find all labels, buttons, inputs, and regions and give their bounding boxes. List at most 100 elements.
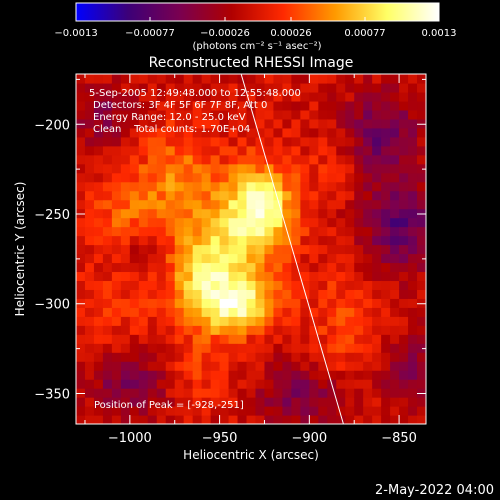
heatmap-cell bbox=[228, 397, 239, 407]
heatmap-cell bbox=[228, 262, 239, 273]
heatmap-cell bbox=[120, 154, 131, 165]
heatmap-cell bbox=[102, 226, 113, 237]
heatmap-cell bbox=[291, 154, 301, 165]
heatmap-cell bbox=[228, 91, 239, 102]
heatmap-cell bbox=[318, 127, 328, 138]
heatmap-cell bbox=[111, 397, 122, 407]
heatmap-cell bbox=[156, 118, 167, 129]
heatmap-cell bbox=[300, 163, 310, 174]
heatmap-cell bbox=[300, 379, 310, 389]
heatmap-cell bbox=[336, 244, 346, 255]
heatmap-cell bbox=[255, 352, 266, 362]
heatmap-cell bbox=[102, 136, 113, 147]
heatmap-cell bbox=[201, 343, 212, 353]
heatmap-cell bbox=[417, 208, 426, 219]
heatmap-cell bbox=[363, 136, 373, 147]
heatmap-cell bbox=[174, 91, 185, 102]
heatmap-cell bbox=[246, 163, 257, 174]
heatmap-cell bbox=[264, 343, 275, 353]
heatmap-cell bbox=[174, 388, 185, 398]
heatmap-cell bbox=[363, 388, 373, 398]
heatmap-cell bbox=[255, 370, 266, 380]
heatmap-cell bbox=[291, 235, 301, 246]
heatmap-cell bbox=[282, 100, 292, 111]
heatmap-cell bbox=[192, 307, 203, 317]
heatmap-cell bbox=[381, 298, 391, 308]
heatmap-cell bbox=[255, 406, 266, 416]
heatmap-cell bbox=[327, 163, 337, 174]
heatmap-cell bbox=[336, 406, 346, 416]
colorbar-tick-label: 0.00026 bbox=[270, 28, 311, 39]
heatmap-cell bbox=[363, 289, 373, 299]
heatmap-cell bbox=[318, 253, 328, 264]
heatmap-cell bbox=[255, 74, 266, 84]
heatmap-cell bbox=[372, 181, 382, 192]
heatmap-cell bbox=[210, 154, 221, 165]
heatmap-cell bbox=[120, 190, 131, 201]
heatmap-cell bbox=[354, 370, 364, 380]
heatmap-cell bbox=[237, 217, 248, 228]
heatmap-cell bbox=[273, 307, 284, 317]
heatmap-cell bbox=[111, 100, 122, 111]
heatmap-cell bbox=[408, 388, 418, 398]
heatmap-cell bbox=[300, 235, 310, 246]
heatmap-cell bbox=[228, 100, 239, 111]
heatmap-cell bbox=[381, 163, 391, 174]
heatmap-cell bbox=[345, 154, 355, 165]
heatmap-cell bbox=[417, 262, 426, 273]
heatmap-cell bbox=[102, 127, 113, 138]
heatmap-cell bbox=[246, 181, 257, 192]
heatmap-cell bbox=[291, 199, 301, 210]
heatmap-cell bbox=[345, 100, 355, 111]
heatmap-cell bbox=[354, 307, 364, 317]
heatmap-cell bbox=[183, 100, 194, 111]
heatmap-cell bbox=[363, 271, 373, 282]
heatmap-cell bbox=[354, 154, 364, 165]
heatmap-cell bbox=[291, 118, 301, 129]
heatmap-cell bbox=[237, 82, 248, 93]
heatmap-cell bbox=[408, 361, 418, 371]
heatmap-cell bbox=[165, 397, 176, 407]
heatmap-cell bbox=[273, 280, 284, 290]
heatmap-cell bbox=[138, 163, 149, 174]
heatmap-cell bbox=[84, 82, 95, 93]
heatmap-cell bbox=[309, 181, 319, 192]
heatmap-cell bbox=[345, 181, 355, 192]
heatmap-cell bbox=[174, 352, 185, 362]
heatmap-cell bbox=[111, 91, 122, 102]
heatmap-cell bbox=[327, 190, 337, 201]
heatmap-cell bbox=[390, 74, 400, 84]
heatmap-cell bbox=[210, 271, 221, 282]
heatmap-cell bbox=[354, 289, 364, 299]
heatmap-cell bbox=[93, 388, 104, 398]
heatmap-cell bbox=[264, 361, 275, 371]
heatmap-cell bbox=[399, 91, 409, 102]
heatmap-cell bbox=[336, 370, 346, 380]
heatmap-cell bbox=[381, 397, 391, 407]
heatmap-cell bbox=[174, 208, 185, 219]
heatmap-cell bbox=[183, 289, 194, 299]
heatmap-cell bbox=[111, 334, 122, 344]
heatmap-cell bbox=[174, 136, 185, 147]
heatmap-cell bbox=[291, 298, 301, 308]
heatmap-cell bbox=[282, 397, 292, 407]
heatmap-cell bbox=[76, 343, 86, 353]
heatmap-cell bbox=[147, 181, 158, 192]
heatmap-cell bbox=[237, 253, 248, 264]
heatmap-cell bbox=[210, 379, 221, 389]
heatmap-cell bbox=[282, 406, 292, 416]
heatmap-cell bbox=[408, 406, 418, 416]
heatmap-cell bbox=[417, 100, 426, 111]
heatmap-cell bbox=[147, 415, 158, 424]
heatmap-cell bbox=[183, 370, 194, 380]
heatmap-cell bbox=[399, 163, 409, 174]
heatmap-cell bbox=[93, 307, 104, 317]
heatmap-cell bbox=[138, 181, 149, 192]
heatmap-cell bbox=[102, 163, 113, 174]
heatmap-cell bbox=[318, 91, 328, 102]
heatmap-cell bbox=[363, 235, 373, 246]
heatmap-cell bbox=[174, 370, 185, 380]
heatmap-cell bbox=[210, 91, 221, 102]
heatmap-cell bbox=[129, 415, 140, 424]
heatmap-cell bbox=[228, 361, 239, 371]
